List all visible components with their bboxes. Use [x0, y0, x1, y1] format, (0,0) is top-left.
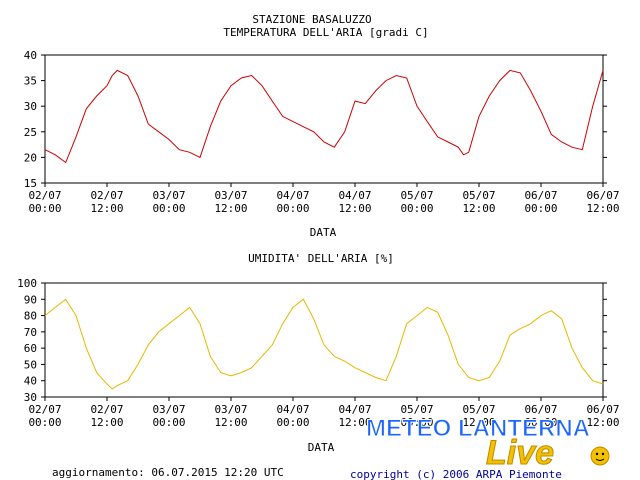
humidity-y-tick-label: 60	[24, 342, 37, 355]
humidity-x-tick-time: 12:00	[90, 416, 123, 429]
temp-x-tick-time: 12:00	[462, 202, 495, 215]
temp-y-tick-label: 15	[24, 177, 37, 190]
temp-chart-title: STAZIONE BASALUZZO	[252, 13, 371, 26]
humidity-x-tick-time: 12:00	[462, 416, 495, 429]
temp-y-tick-label: 30	[24, 100, 37, 113]
temperature-plot-area: 15202530354002/0700:0002/0712:0003/0700:…	[24, 49, 620, 215]
humidity-x-tick-date: 03/07	[214, 403, 247, 416]
update-timestamp: aggiornamento: 06.07.2015 12:20 UTC	[52, 466, 284, 479]
temp-x-tick-date: 04/07	[338, 189, 371, 202]
copyright-notice: copyright (c) 2006 ARPA Piemonte	[350, 468, 562, 480]
humidity-plot-frame	[44, 282, 604, 398]
temp-x-tick-time: 12:00	[338, 202, 371, 215]
watermark-live-text: Live	[486, 434, 554, 472]
humidity-x-tick-date: 05/07	[462, 403, 495, 416]
humidity-y-tick-label: 30	[24, 391, 37, 404]
temp-x-tick-time: 12:00	[586, 202, 619, 215]
temp-x-tick-date: 05/07	[400, 189, 433, 202]
temp-x-tick-time: 00:00	[28, 202, 61, 215]
temp-x-tick-date: 02/07	[28, 189, 61, 202]
humidity-x-tick-date: 03/07	[152, 403, 185, 416]
humidity-x-axis-label: DATA	[308, 441, 335, 454]
humidity-x-tick-time: 00:00	[152, 416, 185, 429]
humidity-x-tick-time: 00:00	[400, 416, 433, 429]
sun-icon	[590, 446, 610, 466]
temp-x-tick-date: 06/07	[586, 189, 619, 202]
humidity-x-tick-time: 12:00	[586, 416, 619, 429]
temp-x-axis-label: DATA	[310, 226, 337, 239]
temp-x-tick-time: 12:00	[90, 202, 123, 215]
temp-x-tick-time: 00:00	[524, 202, 557, 215]
temp-x-tick-date: 02/07	[90, 189, 123, 202]
temp-x-tick-date: 05/07	[462, 189, 495, 202]
humidity-y-tick-label: 50	[24, 358, 37, 371]
temp-x-tick-date: 04/07	[276, 189, 309, 202]
humidity-x-tick-date: 04/07	[276, 403, 309, 416]
temp-x-tick-time: 00:00	[152, 202, 185, 215]
temp-y-tick-label: 40	[24, 49, 37, 62]
humidity-x-tick-date: 06/07	[586, 403, 619, 416]
humidity-plot-area: 3040506070809010002/0700:0002/0712:0003/…	[17, 277, 619, 429]
humidity-y-tick-label: 40	[24, 375, 37, 388]
humidity-y-tick-label: 80	[24, 310, 37, 323]
humidity-y-tick-label: 70	[24, 326, 37, 339]
humidity-x-tick-time: 00:00	[28, 416, 61, 429]
humidity-x-tick-date: 02/07	[28, 403, 61, 416]
humidity-x-tick-date: 05/07	[400, 403, 433, 416]
humidity-x-tick-date: 04/07	[338, 403, 371, 416]
temp-x-tick-time: 00:00	[400, 202, 433, 215]
humidity-y-tick-label: 90	[24, 293, 37, 306]
temp-y-tick-label: 20	[24, 151, 37, 164]
watermark-text: METEO LANTERNA	[366, 415, 590, 442]
temp-chart-subtitle: TEMPERATURA DELL'ARIA [gradi C]	[223, 26, 428, 39]
temp-y-tick-label: 25	[24, 126, 37, 139]
temp-x-tick-date: 03/07	[152, 189, 185, 202]
temp-x-tick-date: 03/07	[214, 189, 247, 202]
temp-x-tick-time: 12:00	[214, 202, 247, 215]
humidity-y-tick-label: 100	[17, 277, 37, 290]
humidity-chart-title: UMIDITA' DELL'ARIA [%]	[248, 252, 394, 265]
watermark-logo: METEO LANTERNA Live	[366, 415, 610, 473]
humidity-x-tick-date: 06/07	[524, 403, 557, 416]
humidity-x-tick-date: 02/07	[90, 403, 123, 416]
humidity-x-tick-time: 12:00	[338, 416, 371, 429]
temp-x-tick-time: 00:00	[276, 202, 309, 215]
humidity-x-tick-time: 00:00	[524, 416, 557, 429]
temp-x-tick-date: 06/07	[524, 189, 557, 202]
temp-series-line	[44, 69, 604, 164]
humidity-x-tick-time: 12:00	[214, 416, 247, 429]
humidity-series-line	[44, 298, 604, 390]
temp-y-tick-label: 35	[24, 75, 37, 88]
humidity-x-tick-time: 00:00	[276, 416, 309, 429]
temp-plot-frame	[44, 54, 604, 184]
